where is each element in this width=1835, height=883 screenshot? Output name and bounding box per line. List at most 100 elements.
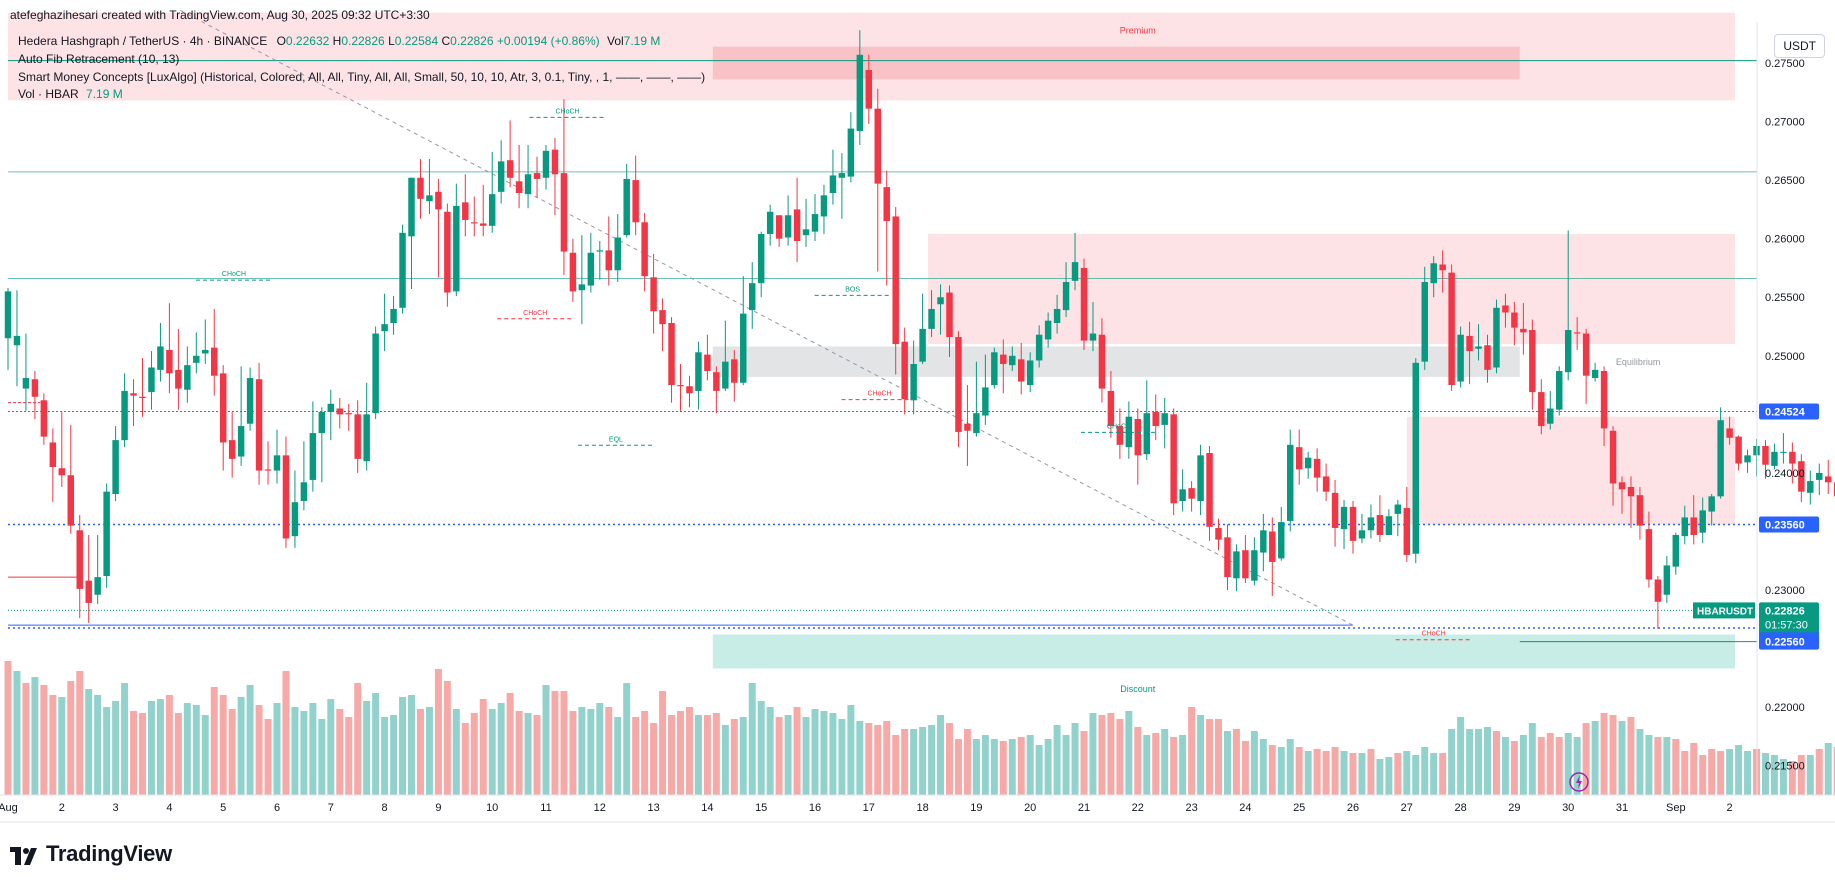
volume-bar bbox=[1161, 729, 1169, 795]
volume-bar bbox=[694, 715, 702, 795]
volume-bar bbox=[1430, 753, 1438, 795]
candle-body bbox=[31, 379, 39, 397]
candle-body bbox=[1627, 486, 1635, 497]
time-tick-label: 4 bbox=[166, 802, 172, 814]
volume-bar bbox=[282, 671, 290, 795]
candle-body bbox=[1107, 390, 1115, 427]
candle-body bbox=[1035, 334, 1043, 361]
volume-bar bbox=[156, 699, 164, 795]
candle-body bbox=[793, 209, 801, 242]
candle-body bbox=[300, 482, 308, 502]
candle-body bbox=[1564, 330, 1572, 373]
volume-bar bbox=[1134, 727, 1142, 795]
symbol-title[interactable]: Hedera Hashgraph / TetherUS · 4h · BINAN… bbox=[18, 34, 268, 48]
candle-body bbox=[291, 502, 299, 537]
time-tick-label: 5 bbox=[220, 802, 226, 814]
candle-body bbox=[1502, 305, 1509, 313]
grid-layer bbox=[8, 9, 1757, 643]
volume-bar bbox=[1313, 749, 1321, 795]
candle-body bbox=[1556, 371, 1563, 410]
candle-body bbox=[40, 400, 48, 437]
time-tick-label: 17 bbox=[863, 802, 875, 814]
volume-bar bbox=[264, 719, 272, 795]
candle-body bbox=[883, 187, 890, 222]
time-tick-label: 15 bbox=[755, 802, 767, 814]
candle-body bbox=[1053, 308, 1061, 324]
ohlc-close-label: C bbox=[441, 34, 451, 48]
tradingview-logo[interactable]: TradingView bbox=[10, 841, 172, 867]
candle-body bbox=[1000, 354, 1007, 364]
volume-bar bbox=[954, 739, 962, 795]
volume-bar bbox=[784, 715, 792, 795]
candle-body bbox=[533, 173, 541, 179]
time-tick-label: 24 bbox=[1239, 802, 1251, 814]
time-tick-label: 23 bbox=[1185, 802, 1197, 814]
price-tag bbox=[1759, 403, 1819, 420]
volume-bar bbox=[273, 703, 281, 795]
candle-body bbox=[1582, 333, 1590, 376]
time-tick-label: 28 bbox=[1454, 802, 1466, 814]
structure-label: CHoCH bbox=[555, 108, 579, 115]
volume-bar bbox=[1672, 739, 1680, 795]
volume-bar bbox=[1080, 731, 1088, 795]
candle-body bbox=[1636, 495, 1644, 526]
ohlc-open: 0.22632 bbox=[285, 34, 330, 48]
candle-body bbox=[1654, 579, 1662, 602]
candle-body bbox=[901, 341, 908, 400]
currency-button[interactable]: USDT bbox=[1774, 34, 1825, 58]
volume-bar bbox=[1537, 737, 1545, 795]
candle-body bbox=[184, 365, 191, 390]
volume-bar bbox=[192, 705, 200, 795]
candle-body bbox=[255, 379, 263, 471]
volume-bar bbox=[1761, 753, 1769, 795]
indicator-smc[interactable]: Smart Money Concepts [LuxAlgo] (Historic… bbox=[18, 70, 706, 84]
time-tick-label: 26 bbox=[1347, 802, 1359, 814]
volume-bar bbox=[139, 713, 146, 795]
volume-bar bbox=[811, 709, 819, 795]
candle-body bbox=[668, 323, 675, 386]
volume-bar bbox=[739, 717, 747, 795]
discount-label: Discount bbox=[1120, 684, 1156, 694]
candle-body bbox=[596, 250, 604, 252]
candle-body bbox=[506, 160, 514, 178]
volume-bar bbox=[67, 681, 75, 795]
candle-body bbox=[982, 387, 989, 416]
volume-bar bbox=[999, 741, 1007, 795]
indicator-fib[interactable]: Auto Fib Retracement (10, 13) bbox=[18, 52, 180, 66]
volume-label: Vol bbox=[606, 34, 624, 48]
volume-bar bbox=[1035, 745, 1043, 795]
volume-bar bbox=[291, 707, 299, 795]
volume-bar bbox=[1779, 759, 1787, 795]
volume-bar bbox=[641, 711, 649, 795]
candle-body bbox=[892, 216, 899, 345]
candle-body bbox=[1762, 445, 1769, 465]
candle-body bbox=[444, 211, 451, 293]
candle-body bbox=[802, 229, 810, 236]
volume-bar bbox=[1304, 751, 1312, 795]
volume-bar bbox=[990, 739, 998, 795]
volume-bar bbox=[802, 717, 810, 795]
price-tick-label: 0.21500 bbox=[1765, 761, 1805, 773]
structure-label: EQL bbox=[609, 436, 623, 443]
candle-body bbox=[1134, 419, 1142, 456]
price-tag bbox=[1759, 516, 1819, 533]
volume-bar bbox=[309, 703, 317, 795]
candle-body bbox=[417, 177, 424, 199]
candle-body bbox=[435, 191, 442, 210]
ohlc-close: 0.22826 bbox=[450, 34, 494, 48]
volume-bar bbox=[766, 707, 774, 795]
ohlc-high: 0.22826 bbox=[341, 34, 385, 48]
candle-body bbox=[453, 205, 460, 292]
volume-bar bbox=[1116, 719, 1124, 795]
candle-body bbox=[85, 580, 92, 603]
indicator-volume[interactable]: Vol · HBAR 7.19 M bbox=[18, 87, 123, 101]
volume-bar bbox=[22, 683, 30, 795]
candle-body bbox=[1825, 476, 1832, 483]
candle-body bbox=[713, 372, 720, 391]
volume-bar bbox=[31, 677, 39, 795]
candle-body bbox=[103, 491, 110, 576]
volume-bar bbox=[1358, 753, 1366, 795]
candle-body bbox=[1735, 436, 1742, 464]
lightning-icon bbox=[1569, 772, 1589, 792]
